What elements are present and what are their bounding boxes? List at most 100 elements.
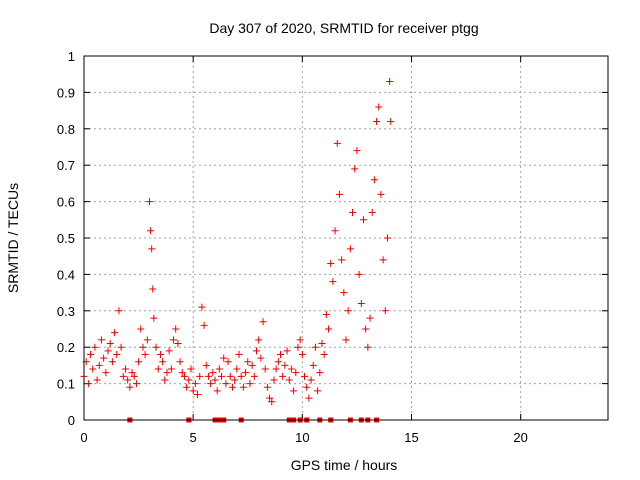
data-point: [106, 340, 114, 348]
data-point: [213, 387, 221, 395]
data-point: [202, 361, 210, 369]
data-point: [215, 365, 223, 373]
data-point: [272, 365, 280, 373]
data-point: [156, 350, 164, 358]
data-point: [139, 343, 147, 351]
data-point: [95, 361, 103, 369]
data-point: [148, 245, 156, 253]
data-point: [108, 358, 116, 366]
data-point: [325, 325, 333, 333]
data-point: [185, 376, 193, 384]
data-point: [277, 350, 284, 358]
data-point: [373, 118, 381, 126]
data-point: [344, 307, 352, 315]
data-point: [100, 354, 108, 362]
data-point: [149, 285, 157, 293]
data-point: [167, 365, 175, 373]
data-point: [248, 361, 256, 369]
x-tick-label: 5: [190, 430, 197, 445]
data-point: [285, 376, 293, 384]
data-point: [207, 380, 215, 388]
data-point: [368, 209, 376, 217]
data-point: [381, 307, 389, 315]
data-point: [281, 361, 289, 369]
data-point: [386, 77, 394, 85]
data-point: [246, 380, 254, 388]
data-point: [191, 380, 199, 388]
data-point: [91, 343, 99, 351]
data-point: [294, 343, 302, 351]
data-point: [268, 398, 276, 406]
y-axis-label: SRMTID / TECUs: [5, 183, 21, 293]
x-tick-label: 15: [404, 430, 418, 445]
data-point: [115, 307, 123, 315]
data-point: [303, 383, 311, 391]
data-point: [119, 372, 127, 380]
data-point: [231, 376, 239, 384]
data-point: [224, 358, 232, 366]
data-point: [309, 361, 317, 369]
data-point: [340, 289, 348, 297]
y-axis-ticks: 0 0.1 0.2 0.3 0.4 0.5 0.6 0.7 0.8 0.9 1: [57, 49, 608, 428]
data-point: [189, 387, 197, 395]
data-point: [301, 372, 309, 380]
data-point: [314, 387, 322, 395]
data-point: [338, 256, 346, 264]
data-point: [233, 365, 241, 373]
data-point: [261, 365, 269, 373]
x-axis-ticks: 0 5 10 15 20: [80, 56, 528, 445]
data-point: [211, 376, 219, 384]
data-point: [121, 365, 129, 373]
data-point: [146, 198, 153, 206]
data-point: [135, 358, 143, 366]
data-point: [252, 347, 260, 355]
data-point: [141, 350, 149, 358]
data-point: [218, 372, 226, 380]
data-point: [311, 343, 319, 351]
data-point: [333, 139, 341, 147]
data-point: [250, 372, 258, 380]
x-tick-label: 20: [513, 430, 527, 445]
data-point: [387, 118, 395, 126]
data-point: [147, 227, 155, 235]
x-tick-label: 10: [295, 430, 309, 445]
grid-lines: [84, 56, 608, 420]
data-point: [298, 350, 306, 358]
data-point: [327, 259, 335, 267]
data-point: [176, 358, 184, 366]
data-point: [274, 358, 282, 366]
data-point: [366, 314, 374, 322]
data-point: [137, 325, 145, 333]
data-point: [370, 176, 378, 184]
data-point: [307, 376, 315, 384]
data-point: [117, 343, 125, 351]
data-point: [355, 270, 363, 278]
data-point: [279, 372, 287, 380]
data-point: [84, 380, 92, 388]
data-point: [183, 383, 191, 391]
data-point: [87, 350, 95, 358]
data-point: [266, 394, 274, 402]
data-point: [150, 314, 158, 322]
data-point: [362, 325, 370, 333]
data-point: [375, 103, 383, 111]
data-point: [342, 336, 350, 344]
data-point: [187, 365, 195, 373]
data-point: [226, 372, 234, 380]
data-point: [322, 310, 330, 318]
data-point: [296, 336, 304, 344]
data-point: [97, 336, 105, 344]
data-point: [283, 347, 291, 355]
data-point: [172, 325, 180, 333]
y-tick-label: 0.9: [57, 85, 75, 100]
data-point: [132, 380, 140, 388]
data-point: [316, 369, 324, 377]
data-point: [329, 278, 337, 286]
y-tick-label: 0.1: [57, 377, 75, 392]
data-point: [174, 340, 182, 348]
data-point: [320, 350, 328, 358]
data-point: [165, 347, 173, 355]
data-point: [209, 369, 217, 377]
data-point: [152, 343, 160, 351]
data-point: [161, 376, 169, 384]
